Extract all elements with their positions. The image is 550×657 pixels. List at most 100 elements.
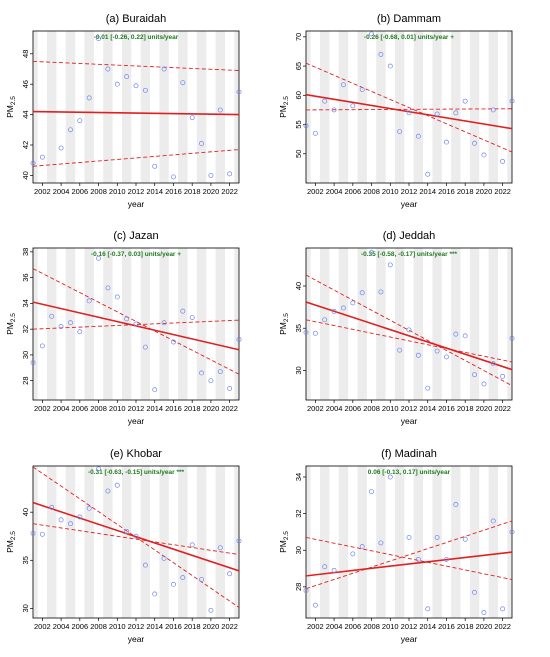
x-tick-label: 2008 [363,404,380,413]
plot-frame [32,30,240,184]
plot-frame [305,465,513,619]
plot-frame [305,247,513,401]
data-point [481,381,487,387]
data-point [58,324,64,330]
year-band [196,248,207,400]
data-point [369,31,374,37]
data-point [227,171,233,177]
data-point [77,329,83,335]
data-point [322,98,328,104]
year-band [432,248,442,400]
chart-panel: (d) Jeddah -0.35 [-0.58, -0.17] units/yea… [278,230,515,426]
x-tick-label: 2004 [53,622,70,631]
chart-title: (d) Jeddah [383,230,436,242]
data-point [350,300,356,306]
year-band [33,31,38,183]
data-point [236,337,242,342]
data-point [312,602,318,608]
year-band [178,31,188,183]
data-point [472,372,477,378]
data-point [68,320,73,326]
data-point [490,107,496,113]
x-tick-label: 2014 [419,404,436,413]
data-point [217,107,223,113]
data-point [49,313,55,319]
data-point [406,327,412,333]
data-point [462,536,468,542]
data-point [481,610,487,615]
data-point [500,606,506,612]
trend-annotation: -0.16 [-0.37, 0.03] units/year + [91,251,181,258]
x-axis-label: year [128,634,145,644]
data-point [444,139,449,145]
y-tick-label: 42 [21,141,30,149]
data-point [142,562,148,568]
x-tick-label: 2002 [307,622,324,631]
data-point [199,370,204,376]
x-tick-label: 2008 [363,622,380,631]
x-tick-label: 2012 [401,187,418,196]
year-band [357,466,367,618]
data-point [86,95,92,101]
year-band [215,31,225,183]
year-band [507,248,512,400]
data-point [58,145,64,151]
x-tick-label: 2002 [307,187,324,196]
data-point [133,321,139,327]
x-tick-label: 2016 [165,622,182,631]
data-point [509,529,515,535]
data-point [312,130,318,136]
year-band [65,248,76,400]
data-point [500,158,506,164]
year-band [306,466,311,618]
trend-annotation: -0.31 [-0.63, -0.15] units/year *** [88,469,185,476]
x-tick-label: 2018 [184,404,201,413]
ci-upper-line [306,274,512,387]
x-tick-label: 2022 [494,187,511,196]
year-band [394,466,405,618]
year-band [357,31,367,183]
data-point [500,373,506,379]
data-point [303,123,309,129]
trend-lines [33,466,239,608]
data-point [415,133,421,139]
data-point [39,154,45,160]
y-tick-label: 65 [294,62,303,70]
data-point [359,87,365,92]
y-tick-label: 48 [21,50,30,58]
x-tick-label: 2018 [184,187,201,196]
chart-title: (b) Dammam [377,13,441,25]
data-point [30,160,36,166]
trend-lines [33,268,239,375]
year-band [159,466,169,618]
year-band [103,248,113,400]
year-band [306,248,311,400]
x-tick-label: 2014 [146,622,163,631]
x-tick-label: 2016 [438,187,455,196]
data-point [397,129,403,135]
year-band [338,466,349,618]
data-point [114,482,120,488]
year-band [338,31,349,183]
data-point [161,66,167,72]
y-tick-label: 36 [21,273,30,281]
y-tick-label: 44 [21,110,30,118]
data-point [378,51,384,57]
x-tick-label: 2002 [307,404,324,413]
data-point [199,577,204,582]
data-point [406,534,412,540]
data-point [453,110,459,116]
ci-lower-line [306,520,512,590]
x-tick-label: 2002 [34,622,51,631]
data-point [434,534,440,540]
year-band [451,31,461,183]
data-point [462,98,468,104]
trend-annotation: -0.26 [-0.68, 0.01] units/year + [364,34,454,41]
year-band [413,248,424,400]
y-tick-label: 30 [294,366,303,374]
x-tick-label: 2004 [53,404,70,413]
year-band [234,466,239,618]
data-point [30,530,36,536]
data-point [208,378,214,384]
